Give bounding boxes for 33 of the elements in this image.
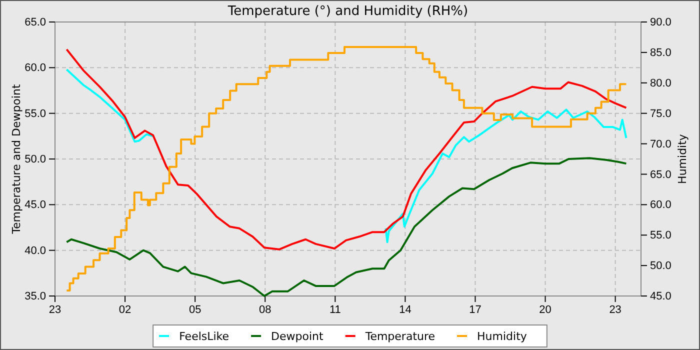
y-tick-label: 50.0 — [24, 154, 46, 166]
legend-label: Humidity — [477, 330, 528, 343]
y-tick-label: 45.0 — [24, 199, 46, 212]
y2-tick-label: 50.0 — [650, 260, 672, 272]
x-tick-label: 20 — [539, 304, 552, 316]
y2-tick-label: 60.0 — [650, 199, 672, 212]
chart-title: Temperature (°) and Humidity (RH%) — [226, 4, 468, 19]
x-tick-label: 23 — [48, 304, 62, 316]
x-tick-label: 14 — [399, 304, 412, 316]
y2-tick-label: 85.0 — [650, 46, 672, 59]
y-tick-label: 35.0 — [24, 290, 46, 303]
y2-tick-label: 55.0 — [650, 230, 672, 242]
y-tick-label: 55.0 — [24, 108, 46, 120]
y2-tick-label: 75.0 — [650, 108, 672, 120]
y2-tick-label: 80.0 — [650, 77, 672, 90]
y2-tick-label: 70.0 — [650, 138, 672, 150]
x-tick-label: 17 — [469, 304, 482, 316]
x-tick-label: 23 — [609, 304, 622, 316]
legend-label: Dewpoint — [271, 330, 324, 343]
y-tick-label: 60.0 — [24, 62, 46, 74]
y2-tick-label: 90.0 — [650, 16, 672, 29]
x-tick-label: 02 — [118, 304, 132, 316]
legend-label: FeelsLike — [179, 330, 230, 343]
y2-axis-title: Humidity — [676, 134, 689, 184]
y-tick-label: 40.0 — [24, 244, 46, 257]
x-tick-label: 11 — [329, 304, 341, 316]
x-tick-label: 05 — [188, 304, 202, 316]
y2-tick-label: 45.0 — [650, 290, 672, 303]
y2-tick-label: 65.0 — [650, 168, 672, 181]
y-tick-label: 65.0 — [24, 16, 46, 29]
y-axis-title: Temperature and Dewpoint — [10, 83, 23, 235]
legend-label: Temperature — [364, 330, 436, 343]
x-tick-label: 08 — [258, 304, 272, 316]
